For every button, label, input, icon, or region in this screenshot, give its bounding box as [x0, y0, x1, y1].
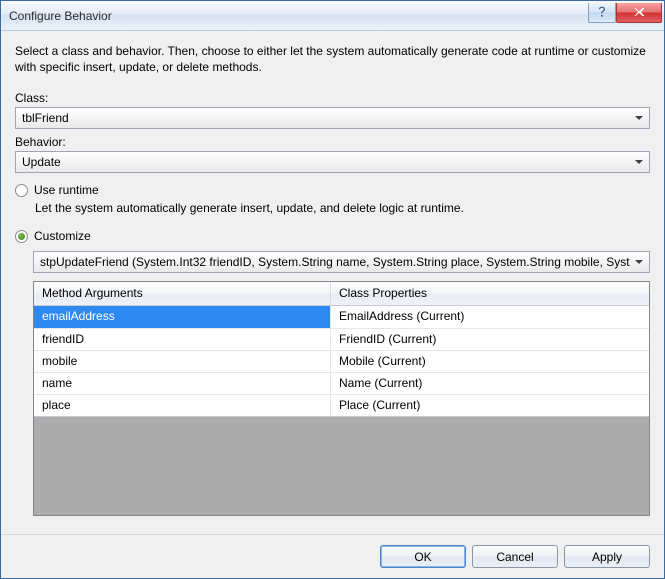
dialog-content: Select a class and behavior. Then, choos… [1, 31, 664, 534]
chevron-down-icon [631, 111, 646, 125]
title-bar: Configure Behavior [1, 1, 664, 31]
column-header-arguments[interactable]: Method Arguments [34, 282, 331, 305]
cell-argument: emailAddress [34, 306, 331, 328]
help-button[interactable] [588, 3, 616, 23]
cancel-button[interactable]: Cancel [472, 545, 558, 568]
cell-property: EmailAddress (Current) [331, 306, 649, 328]
use-runtime-description: Let the system automatically generate in… [35, 201, 650, 215]
customize-radio[interactable] [15, 230, 28, 243]
table-row[interactable]: placePlace (Current) [34, 394, 649, 416]
method-value: stpUpdateFriend (System.Int32 friendID, … [40, 255, 630, 269]
table-row[interactable]: nameName (Current) [34, 372, 649, 394]
arguments-grid: Method Arguments Class Properties emailA… [33, 281, 650, 516]
method-combobox[interactable]: stpUpdateFriend (System.Int32 friendID, … [33, 251, 650, 273]
class-label: Class: [15, 91, 650, 105]
behavior-label: Behavior: [15, 135, 650, 149]
window-buttons [588, 3, 662, 23]
cell-property: FriendID (Current) [331, 329, 649, 350]
table-row[interactable]: emailAddressEmailAddress (Current) [34, 306, 649, 328]
window-title: Configure Behavior [9, 9, 588, 23]
table-row[interactable]: mobileMobile (Current) [34, 350, 649, 372]
cell-argument: mobile [34, 351, 331, 372]
cell-property: Place (Current) [331, 395, 649, 416]
use-runtime-label: Use runtime [34, 183, 99, 197]
cell-argument: name [34, 373, 331, 394]
grid-empty-area [34, 417, 649, 515]
grid-header: Method Arguments Class Properties [34, 282, 649, 306]
column-header-properties[interactable]: Class Properties [331, 282, 649, 305]
close-icon [634, 7, 645, 17]
class-value: tblFriend [22, 111, 69, 125]
grid-body: emailAddressEmailAddress (Current)friend… [34, 306, 649, 417]
dialog-window: Configure Behavior Select a class and be… [0, 0, 665, 579]
chevron-down-icon [631, 255, 646, 269]
instruction-text: Select a class and behavior. Then, choos… [15, 43, 650, 75]
use-runtime-radio[interactable] [15, 184, 28, 197]
behavior-combobox[interactable]: Update [15, 151, 650, 173]
help-icon [597, 6, 607, 18]
close-button[interactable] [616, 3, 662, 23]
use-runtime-radio-row[interactable]: Use runtime [15, 183, 650, 197]
cell-argument: place [34, 395, 331, 416]
cell-argument: friendID [34, 329, 331, 350]
customize-label: Customize [34, 229, 91, 243]
button-bar: OK Cancel Apply [1, 534, 664, 578]
ok-button[interactable]: OK [380, 545, 466, 568]
chevron-down-icon [631, 155, 646, 169]
cell-property: Mobile (Current) [331, 351, 649, 372]
class-combobox[interactable]: tblFriend [15, 107, 650, 129]
table-row[interactable]: friendIDFriendID (Current) [34, 328, 649, 350]
customize-radio-row[interactable]: Customize [15, 229, 650, 243]
behavior-value: Update [22, 155, 61, 169]
cell-property: Name (Current) [331, 373, 649, 394]
apply-button[interactable]: Apply [564, 545, 650, 568]
